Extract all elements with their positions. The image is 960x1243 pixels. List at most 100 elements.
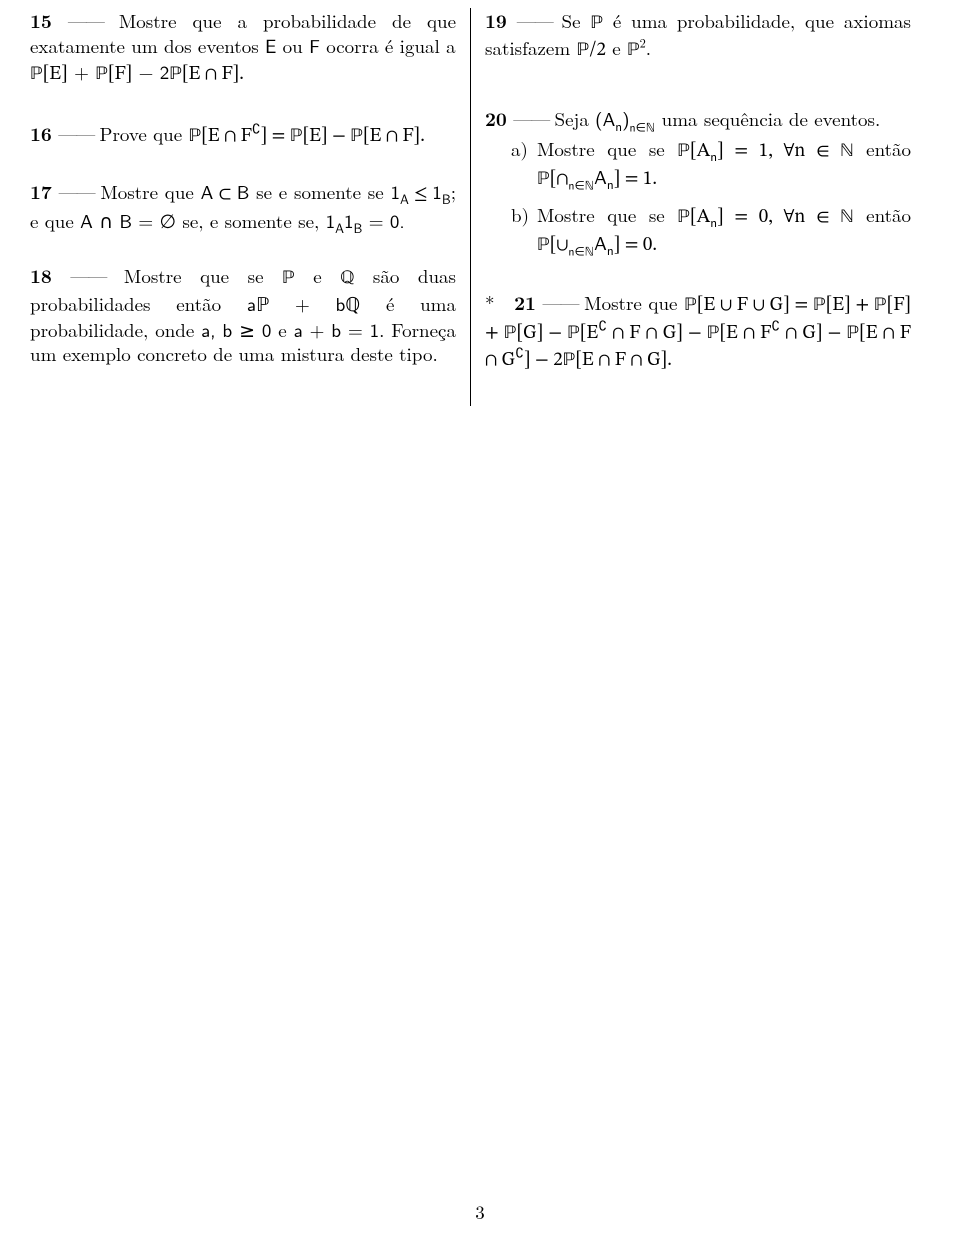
problem-21: * 21 —— Mostre que ℙ[E ∪ F ∪ G] = ℙ[E] +… bbox=[485, 290, 911, 373]
text: e que bbox=[30, 207, 80, 234]
text: Prove que bbox=[100, 120, 189, 147]
ab-geq-0: a, b ≥ 0 bbox=[201, 315, 271, 343]
minus: − bbox=[132, 58, 159, 85]
sequence-open: (A bbox=[595, 104, 615, 132]
two: 2 bbox=[160, 57, 170, 85]
left-column: 15 —— Mostre que a probabilidade de que … bbox=[30, 8, 470, 406]
P-half: ℙ/2 bbox=[577, 41, 606, 60]
complement-C: ∁ bbox=[252, 119, 261, 139]
An: A bbox=[594, 162, 607, 190]
N: ℕ bbox=[840, 142, 853, 161]
P-An-open: ℙ[A bbox=[677, 142, 710, 161]
dash: —— bbox=[68, 7, 119, 34]
problem-16: 16 —— Prove que ℙ[E ∩ F∁] = ℙ[E] − ℙ[E ∩… bbox=[30, 121, 456, 149]
text: ocorra é igual a bbox=[320, 32, 456, 59]
event-F: F bbox=[309, 31, 320, 59]
problem-20-list: a) Mostre que se ℙ[A n ] = 1, ∀n ∈ ℕ então… bbox=[485, 137, 911, 258]
text: Se bbox=[562, 7, 591, 34]
An: A bbox=[594, 228, 607, 256]
right-column: 19 —— Se ℙ é uma probabilidade, que axio… bbox=[471, 8, 911, 406]
sub-A: A bbox=[335, 218, 344, 237]
page-number: 3 bbox=[0, 1198, 960, 1225]
formula-line2b: ∩ F ∩ G] − ℙ[E ∩ F bbox=[607, 324, 771, 343]
leq: ≤ bbox=[409, 185, 432, 204]
eq-1-forall: ] = 1, ∀n ∈ bbox=[717, 142, 840, 161]
text: então bbox=[854, 135, 911, 162]
text: Seja bbox=[555, 105, 596, 132]
P-union: ℙ[∪ bbox=[537, 236, 568, 255]
set-A: A bbox=[201, 177, 214, 205]
sub-B: B bbox=[442, 190, 451, 209]
set-B: B bbox=[237, 177, 250, 205]
formula-PF: ℙ[F] bbox=[95, 65, 132, 84]
problem-15: 15 —— Mostre que a probabilidade de que … bbox=[30, 8, 456, 87]
text: Mostre que se bbox=[537, 201, 677, 228]
formula-lhs: ℙ[E ∩ F bbox=[189, 127, 252, 146]
item-body: Mostre que se ℙ[An] = 0, ∀n ∈ ℕ então ℙ[… bbox=[537, 203, 911, 259]
text: Mostre que bbox=[584, 289, 684, 316]
item-label: a) bbox=[511, 137, 537, 193]
text: ou bbox=[276, 32, 309, 59]
dash: —— bbox=[70, 262, 124, 289]
text: uma sequência de eventos. bbox=[655, 105, 880, 132]
two-column-layout: 15 —— Mostre que a probabilidade de que … bbox=[30, 8, 930, 406]
complement-C: ∁ bbox=[771, 315, 780, 335]
formula-rhs: ℙ[E] − ℙ[E ∩ F]. bbox=[290, 127, 425, 146]
complement-C: ∁ bbox=[515, 342, 524, 362]
text: e bbox=[271, 316, 293, 343]
dash: —— bbox=[513, 105, 554, 132]
A-cap-B-eq-empty: A ∩ B = ∅ bbox=[80, 206, 176, 234]
formula-line2d: ] − bbox=[524, 351, 553, 370]
problem-20a: a) Mostre que se ℙ[A n ] = 1, ∀n ∈ ℕ então… bbox=[511, 137, 911, 193]
sub-n: n bbox=[607, 241, 614, 260]
a-plus-b-eq-1: a + b = 1 bbox=[294, 315, 380, 343]
text: se e somente se bbox=[249, 178, 390, 205]
P: ℙ bbox=[590, 14, 603, 33]
text: Mostre que se bbox=[124, 262, 282, 289]
problem-number: 19 bbox=[485, 6, 507, 34]
subset: ⊂ bbox=[213, 185, 236, 204]
star: * bbox=[485, 289, 495, 316]
dot: . bbox=[646, 34, 651, 61]
text: Mostre que bbox=[100, 178, 200, 205]
formula-mid: ] = bbox=[261, 127, 290, 146]
P-squared: ℙ bbox=[627, 41, 640, 60]
Q: ℚ bbox=[340, 269, 354, 288]
formula-line3: 2ℙ[E ∩ F ∩ G]. bbox=[553, 351, 672, 370]
problem-18: 18 —— Mostre que se ℙ e ℚ são duas proba… bbox=[30, 263, 456, 366]
complement-C: ∁ bbox=[598, 315, 607, 335]
eq-zero: = 0. bbox=[362, 206, 404, 234]
problem-number: 15 bbox=[30, 6, 52, 34]
problem-20b: b) Mostre que se ℙ[An] = 0, ∀n ∈ ℕ então… bbox=[511, 203, 911, 259]
indicator-1: 1 bbox=[326, 206, 336, 234]
text: Mostre que se bbox=[537, 135, 677, 162]
page: 15 —— Mostre que a probabilidade de que … bbox=[0, 0, 960, 406]
P: ℙ bbox=[282, 269, 295, 288]
P-An-open: ℙ[A bbox=[677, 208, 710, 227]
event-E: E bbox=[265, 31, 276, 59]
problem-number: 20 bbox=[485, 104, 507, 132]
problem-20: 20 —— Seja (An)n∈ℕ uma sequência de even… bbox=[485, 106, 911, 259]
and: e bbox=[295, 262, 340, 289]
dash: —— bbox=[58, 120, 99, 147]
aP-plus-bQ: aℙ + bℚ bbox=[247, 289, 360, 317]
dash: —— bbox=[517, 7, 562, 34]
sequence-close: ) bbox=[622, 104, 629, 132]
sub-n: n bbox=[607, 175, 614, 194]
P-intersection: ℙ[∩ bbox=[537, 170, 568, 189]
text: se, e somente se, bbox=[176, 207, 326, 234]
indicator-1: 1 bbox=[432, 177, 442, 205]
eq-0: ] = 0. bbox=[614, 236, 657, 255]
item-body: Mostre que se ℙ[A n ] = 1, ∀n ∈ ℕ então ℙ[… bbox=[537, 137, 911, 193]
indicator-1: 1 bbox=[344, 206, 354, 234]
indicator-1: 1 bbox=[390, 177, 400, 205]
semicolon: ; bbox=[451, 178, 456, 205]
problem-number: 16 bbox=[30, 119, 52, 147]
problem-number: 18 bbox=[30, 261, 52, 289]
problem-number: 21 bbox=[514, 288, 536, 316]
problem-number: 17 bbox=[30, 177, 52, 205]
formula-PE: ℙ[E] bbox=[30, 65, 68, 84]
problem-19: 19 —— Se ℙ é uma probabilidade, que axio… bbox=[485, 8, 911, 64]
plus: + bbox=[68, 58, 95, 85]
N: ℕ bbox=[840, 208, 853, 227]
